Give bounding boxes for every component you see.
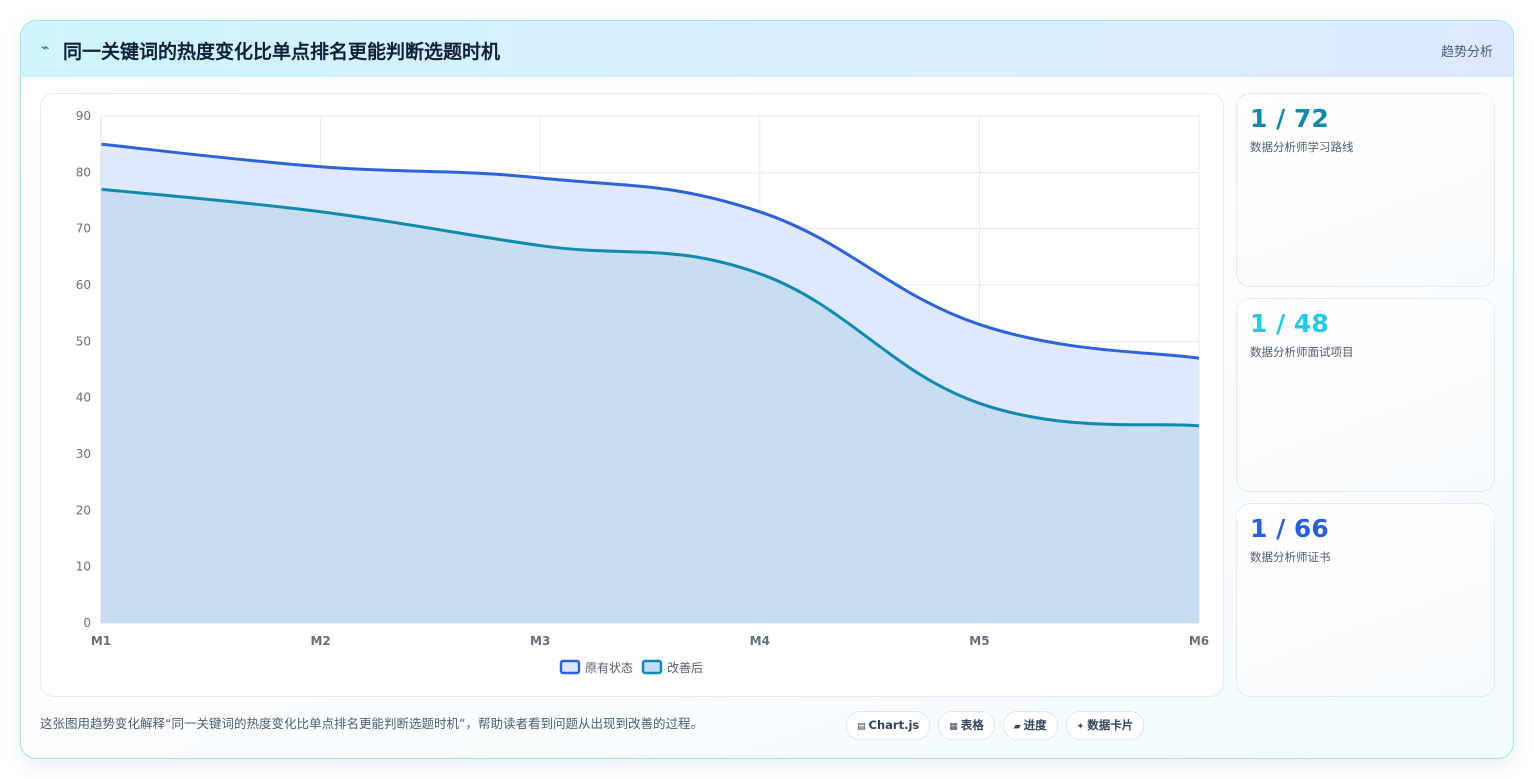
x-tick-label: M5 [969, 634, 989, 648]
y-tick-label: 60 [76, 278, 91, 292]
legend-label-1: 原有状态 [585, 661, 633, 675]
card-header: ⌁ 同一关键词的热度变化比单点排名更能判断选题时机 趋势分析 [21, 21, 1513, 77]
pill-chartjs[interactable]: ▤ Chart.js [846, 711, 931, 740]
feature-pills: ▤ Chart.js ▦ 表格 ▰ 进度 ✦ 数据卡片 [846, 711, 1145, 740]
chart-line-icon: ⌁ [41, 40, 50, 56]
stat-label: 数据分析师面试项目 [1250, 345, 1354, 359]
series-line-1 [100, 142, 1200, 360]
x-tick-label: M2 [310, 634, 330, 648]
stat-card-3: 1 / 66 数据分析师证书 [1236, 503, 1495, 697]
y-tick-label: 70 [76, 222, 91, 236]
stat-value: 1 / 66 [1250, 514, 1329, 543]
legend-swatch-1 [559, 659, 581, 675]
page-title: 同一关键词的热度变化比单点排名更能判断选题时机 [63, 41, 501, 63]
pill-label: 数据卡片 [1087, 718, 1134, 732]
y-tick-label: 10 [76, 560, 91, 574]
area-chart: 0 10 20 30 40 50 60 70 80 90 M1 M2 M3 M4 M5 M6 原有状态 改善后 [76, 109, 1209, 675]
chart-icon: ▤ [857, 722, 866, 732]
pill-progress[interactable]: ▰ 进度 [1002, 711, 1058, 740]
x-tick-label: M3 [530, 634, 550, 648]
y-tick-label: 0 [83, 616, 91, 630]
stat-card-1: 1 / 72 数据分析师学习路线 [1236, 93, 1495, 287]
table-icon: ▦ [949, 722, 958, 732]
main-card: ⌁ 同一关键词的热度变化比单点排名更能判断选题时机 趋势分析 0 10 20 30 40… [20, 20, 1514, 759]
series-line-2 [100, 187, 1200, 428]
stat-card-2: 1 / 48 数据分析师面试项目 [1236, 298, 1495, 492]
y-tick-label: 40 [76, 391, 91, 405]
stat-label: 数据分析师学习路线 [1250, 140, 1354, 154]
series-area-2 [101, 189, 1199, 623]
stat-value: 1 / 48 [1250, 309, 1329, 338]
x-tick-label: M6 [1189, 634, 1209, 648]
progress-icon: ▰ [1013, 722, 1021, 732]
y-tick-label: 30 [76, 447, 91, 461]
stat-label: 数据分析师证书 [1250, 550, 1331, 564]
pill-label: Chart.js [868, 718, 920, 732]
pill-data-card[interactable]: ✦ 数据卡片 [1065, 711, 1145, 740]
header-tag: 趋势分析 [1440, 45, 1493, 60]
y-tick-label: 80 [76, 165, 91, 179]
y-tick-label: 50 [76, 334, 91, 348]
x-tick-label: M1 [91, 634, 111, 648]
stat-value: 1 / 72 [1250, 104, 1329, 133]
y-tick-label: 20 [76, 503, 91, 517]
y-tick-label: 90 [76, 109, 91, 123]
pill-label: 表格 [960, 718, 984, 732]
x-tick-label: M4 [750, 634, 770, 648]
legend-swatch-2 [641, 659, 663, 675]
legend-label-2: 改善后 [667, 660, 703, 675]
chart-panel: 0 10 20 30 40 50 60 70 80 90 M1 M2 M3 M4 M5 M6 原有状态 改善后 [40, 93, 1224, 697]
sparkle-icon: ✦ [1076, 722, 1085, 732]
pill-label: 进度 [1023, 718, 1047, 732]
chart-caption: 这张图用趋势变化解释“同一关键词的热度变化比单点排名更能判断选题时机”，帮助读者… [40, 716, 703, 731]
pill-table[interactable]: ▦ 表格 [938, 711, 995, 740]
